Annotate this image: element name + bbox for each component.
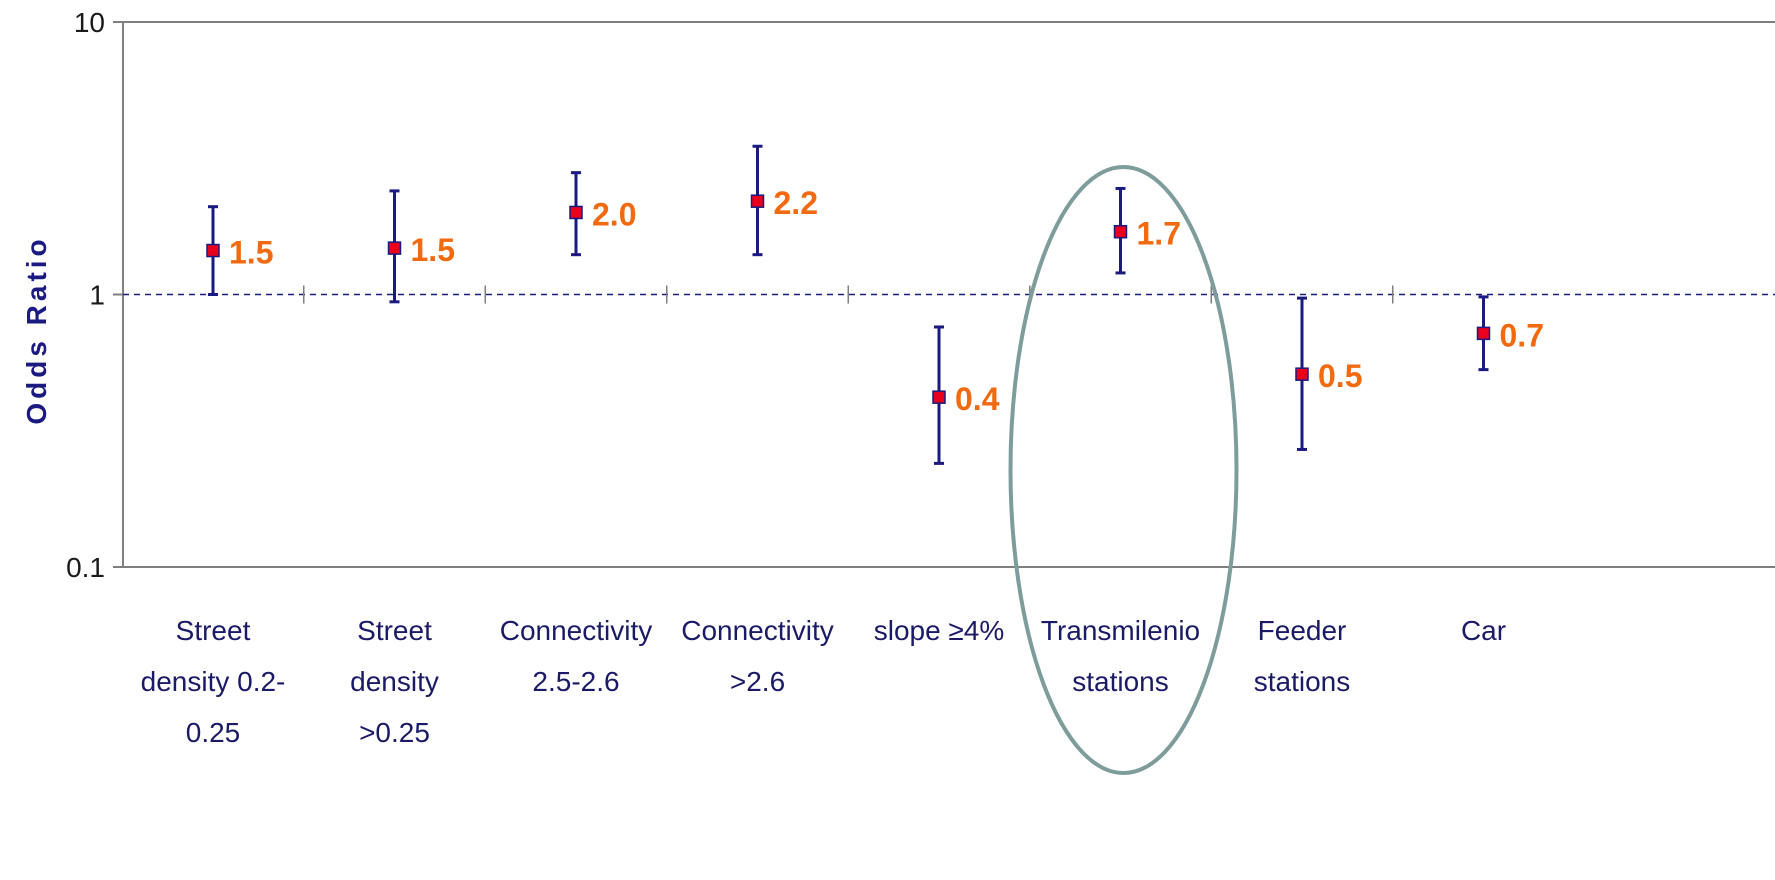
data-point xyxy=(932,390,946,404)
category-label: slope ≥4% xyxy=(874,615,1005,646)
category-label: >0.25 xyxy=(359,717,430,748)
category-label: Connectivity xyxy=(681,615,834,646)
data-label: 1.5 xyxy=(411,232,455,268)
highlight-ellipse xyxy=(1008,165,1239,775)
data-point xyxy=(206,243,220,258)
reference-line-group xyxy=(123,285,1775,304)
data-label: 2.0 xyxy=(592,196,636,232)
category-label: >2.6 xyxy=(730,666,785,697)
data-label: 1.5 xyxy=(229,235,273,271)
y-tick-label: 0.1 xyxy=(66,552,105,583)
marks: 1.5 1.5 2.0 2.2 0.4 1.7 0.5 0.7 xyxy=(206,144,1544,465)
axes: 0.1 1 10 xyxy=(66,7,1775,583)
category-label: Feeder xyxy=(1258,615,1347,646)
highlight-group xyxy=(1008,165,1239,775)
data-label: 1.7 xyxy=(1137,216,1181,252)
category-label: density xyxy=(350,666,439,697)
y-axis-title: Odds Ratio xyxy=(21,235,52,424)
category-label: 2.5-2.6 xyxy=(532,666,619,697)
y-tick-label: 10 xyxy=(74,7,105,38)
category-label: Connectivity xyxy=(500,615,653,646)
data-point xyxy=(1295,367,1309,381)
category-label: Street xyxy=(357,615,432,646)
data-label: 0.7 xyxy=(1500,317,1544,353)
category-label: stations xyxy=(1072,666,1169,697)
data-point xyxy=(1476,326,1491,341)
data-label: 2.2 xyxy=(774,185,818,221)
category-label: density 0.2- xyxy=(141,666,286,697)
data-label: 0.4 xyxy=(955,381,1000,417)
category-label: Street xyxy=(176,615,251,646)
category-label: 0.25 xyxy=(186,717,241,748)
category-label: Transmilenio xyxy=(1041,615,1200,646)
category-labels: Street density 0.2- 0.25 Street density >0.25… xyxy=(141,615,1506,748)
data-label: 0.5 xyxy=(1318,358,1362,394)
data-point xyxy=(569,205,583,220)
data-point xyxy=(1113,224,1128,239)
y-tick-label: 1 xyxy=(89,280,105,311)
data-point xyxy=(750,194,765,208)
data-point xyxy=(387,241,402,255)
category-label: stations xyxy=(1254,666,1351,697)
category-label: Car xyxy=(1461,615,1506,646)
